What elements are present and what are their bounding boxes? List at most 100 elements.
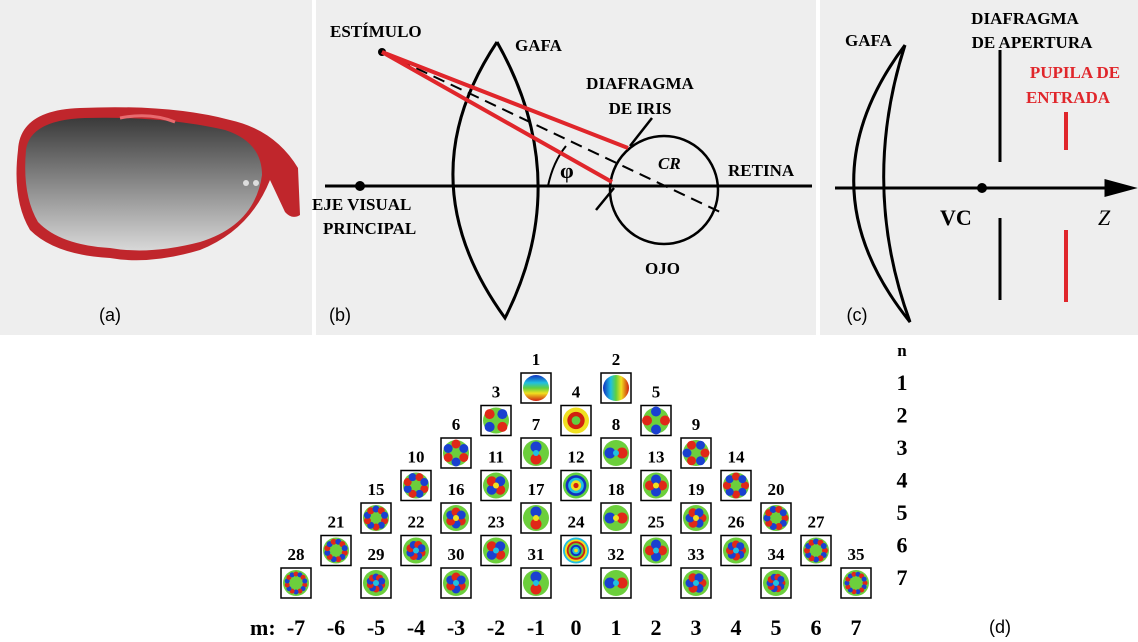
tile-lobe [335,556,342,563]
tile-core [453,515,459,521]
tile-lobe [651,474,661,485]
tile-number: 32 [608,545,625,564]
tile-lobe [293,571,299,577]
tile-lobe [616,577,628,589]
tile-map [523,375,549,401]
tile-number: 28 [288,545,305,564]
tile-lobe [420,484,429,493]
tile-lobe [497,421,508,432]
n-label: 3 [897,435,908,460]
tile-lobe [741,481,749,490]
tile-lobe [403,484,412,493]
tile-lobe [861,576,867,582]
tile-lobe [604,447,616,459]
label: EJE VISUAL [312,195,411,214]
zernike-tile [680,567,712,599]
tile-lobe [604,512,616,524]
vertex-point [977,183,987,193]
tile-number: 5 [652,382,661,401]
tile-lobe [808,539,815,546]
tile-lobe [804,547,810,554]
tile-lobe [738,487,747,496]
tile-lobe [851,571,857,577]
zernike-tile [560,469,592,502]
tile-lobe [862,580,868,586]
tile-number: 30 [448,545,465,564]
tile-number: 12 [568,447,585,466]
zernike-tile [640,534,672,567]
zernike-tile [680,437,712,469]
tile-lobe [367,507,375,515]
label: DE APERTURA [972,33,1093,52]
zernike-tile [440,437,472,469]
n-label: 5 [897,500,908,525]
tile-lobe [651,424,661,435]
tile-lobe [694,573,704,583]
tile-core [653,547,659,554]
diagram-b [325,41,812,321]
zernike-tile [440,567,472,599]
tile-lobe [687,456,696,466]
panel-c-bg [820,0,1138,335]
zernike-tile [760,567,792,599]
tile-lobe [687,440,696,450]
tile-core [693,515,699,521]
tile-lobe [844,580,850,586]
tile-number: 33 [688,545,705,564]
m-label: 0 [571,615,582,640]
tile-ring [573,482,579,489]
label: φ [560,158,574,183]
tile-lobe [817,555,824,562]
label: OJO [645,259,680,278]
tile-lobe [459,444,469,453]
tile-lobe [443,444,453,453]
tile-lobe [530,441,542,453]
tile-lobe [530,506,542,518]
n-label: 1 [897,370,908,395]
tile-lobe [530,583,542,595]
tile-lobe [616,512,628,524]
tile-lobe [381,511,389,519]
tile-number: 21 [328,512,345,531]
tile-ring [574,548,578,553]
label: DE IRIS [609,99,672,118]
tile-core [613,515,619,521]
tile-lobe [330,538,337,545]
zernike-tile [520,502,552,534]
tile-core [773,580,779,586]
tile-lobe [725,487,734,496]
m-label: 3 [691,615,702,640]
tile-core [453,580,459,586]
tile-lobe [363,517,371,525]
m-label: 5 [771,615,782,640]
zernike-tile [480,534,512,567]
tile-lobe [765,519,773,527]
sunglasses [16,107,300,261]
tile-lobe [456,510,466,520]
tile-lobe [484,409,495,420]
tile-lobe [732,490,740,499]
tile-lobe [604,577,616,589]
tile-number: 19 [688,480,705,499]
tile-lobe [415,473,424,482]
tile-lobe [682,448,692,458]
tile-core [613,450,619,456]
tile-lobe [738,475,747,484]
tile-lobe [293,589,299,595]
tile-number: 16 [448,480,465,499]
tile-lobe [408,489,417,498]
tile-lobe [497,409,508,420]
tile-lobe [341,545,348,552]
label: CR [658,154,681,173]
tile-number: 1 [532,350,541,369]
tile-lobe [820,543,827,549]
tile-map [603,375,629,401]
tile-lobe [651,539,661,550]
tile-lobe [813,538,819,545]
zernike-tile [520,567,552,599]
tile-lobe [408,473,417,482]
zernike-tile [600,437,632,469]
tile-lobe [459,453,469,462]
tile-core [373,580,379,586]
